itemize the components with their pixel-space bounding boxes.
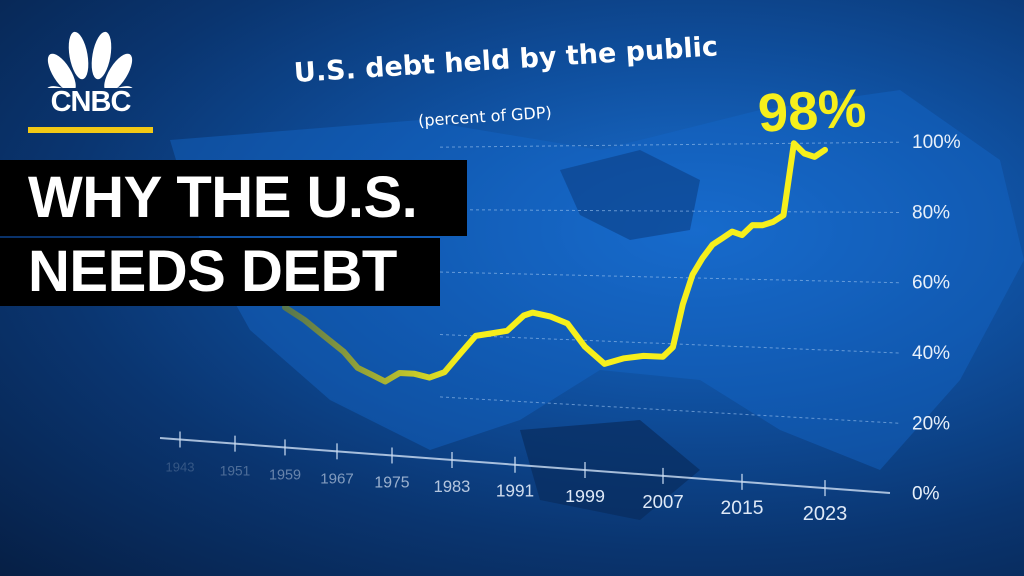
peacock-icon [46, 31, 134, 88]
gridline [439, 333, 901, 354]
gridline [439, 396, 901, 424]
x-tick-label: 1943 [166, 460, 195, 475]
latest-value-callout: 98% [756, 78, 868, 144]
y-tick-label: 60% [912, 273, 950, 294]
x-tick-label: 1975 [374, 474, 409, 491]
x-axis-line [159, 437, 891, 494]
headline-line-2: NEEDS DEBT [0, 238, 440, 306]
x-tick-label: 1991 [496, 481, 534, 501]
x-tick-label: 1983 [434, 478, 471, 496]
y-tick-label: 80% [912, 202, 950, 223]
x-tick-label: 1999 [565, 486, 605, 506]
gridline [439, 141, 901, 148]
x-tick-label: 2015 [721, 498, 764, 519]
x-tick-label: 1967 [320, 470, 354, 487]
logo-wordmark: CNBC [50, 86, 132, 118]
x-tick-label: 1951 [220, 464, 250, 479]
x-tick-label: 2007 [642, 491, 683, 512]
gridline [439, 271, 901, 284]
y-tick-label: 0% [912, 484, 940, 505]
x-tick-label: 2023 [803, 503, 848, 525]
gridline [439, 209, 901, 213]
y-tick-label: 20% [912, 413, 950, 434]
logo-underline [28, 127, 153, 133]
headline-line-1: WHY THE U.S. [0, 160, 467, 236]
x-tick-label: 1959 [269, 467, 301, 483]
y-tick-label: 40% [912, 343, 950, 364]
y-tick-label: 100% [912, 132, 961, 153]
debt-series-line [282, 140, 828, 385]
